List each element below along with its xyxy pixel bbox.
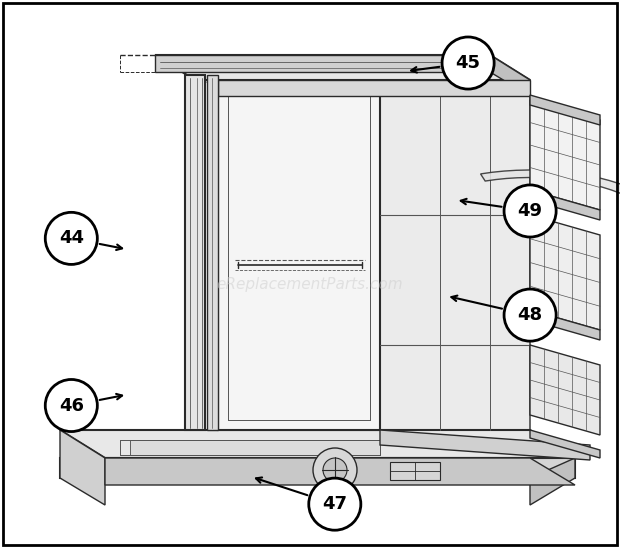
Circle shape — [309, 478, 361, 530]
Polygon shape — [530, 430, 600, 458]
Polygon shape — [530, 95, 600, 125]
Circle shape — [504, 185, 556, 237]
Text: 46: 46 — [59, 397, 84, 414]
Polygon shape — [185, 75, 205, 430]
Text: 45: 45 — [456, 54, 480, 72]
Polygon shape — [105, 458, 575, 485]
Polygon shape — [60, 430, 105, 505]
Polygon shape — [218, 75, 380, 430]
Circle shape — [323, 458, 347, 482]
Polygon shape — [380, 430, 590, 460]
Polygon shape — [130, 440, 380, 455]
Polygon shape — [530, 215, 600, 330]
Circle shape — [45, 212, 97, 265]
Text: 44: 44 — [59, 230, 84, 247]
Polygon shape — [60, 458, 575, 478]
Polygon shape — [530, 190, 600, 220]
Polygon shape — [490, 55, 530, 96]
Polygon shape — [530, 345, 600, 435]
Polygon shape — [155, 55, 530, 80]
Text: 48: 48 — [518, 306, 542, 324]
Polygon shape — [155, 55, 490, 72]
Polygon shape — [480, 170, 620, 275]
Polygon shape — [60, 430, 575, 458]
Circle shape — [504, 289, 556, 341]
Polygon shape — [530, 458, 575, 505]
Polygon shape — [207, 75, 218, 430]
Polygon shape — [380, 75, 530, 430]
Polygon shape — [530, 100, 600, 210]
Text: 49: 49 — [518, 202, 542, 220]
Circle shape — [313, 448, 357, 492]
Circle shape — [442, 37, 494, 89]
Text: 47: 47 — [322, 495, 347, 513]
Polygon shape — [390, 462, 440, 480]
Polygon shape — [185, 75, 530, 96]
Polygon shape — [218, 80, 530, 96]
Circle shape — [45, 379, 97, 432]
Polygon shape — [530, 310, 600, 340]
Text: eReplacementParts.com: eReplacementParts.com — [216, 277, 404, 293]
